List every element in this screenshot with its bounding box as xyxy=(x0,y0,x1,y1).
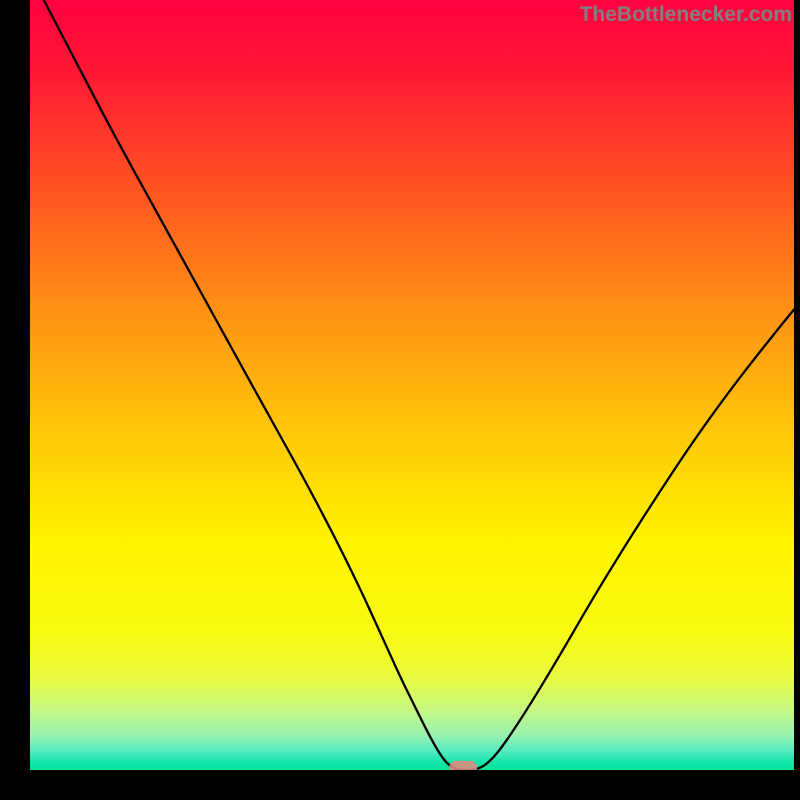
gradient-background xyxy=(30,0,794,770)
chart-container: TheBottlenecker.com xyxy=(0,0,800,800)
frame-bottom xyxy=(0,770,800,800)
frame-right xyxy=(794,0,800,800)
bottleneck-chart xyxy=(0,0,800,800)
watermark-text: TheBottlenecker.com xyxy=(580,3,792,27)
frame-left xyxy=(0,0,30,800)
